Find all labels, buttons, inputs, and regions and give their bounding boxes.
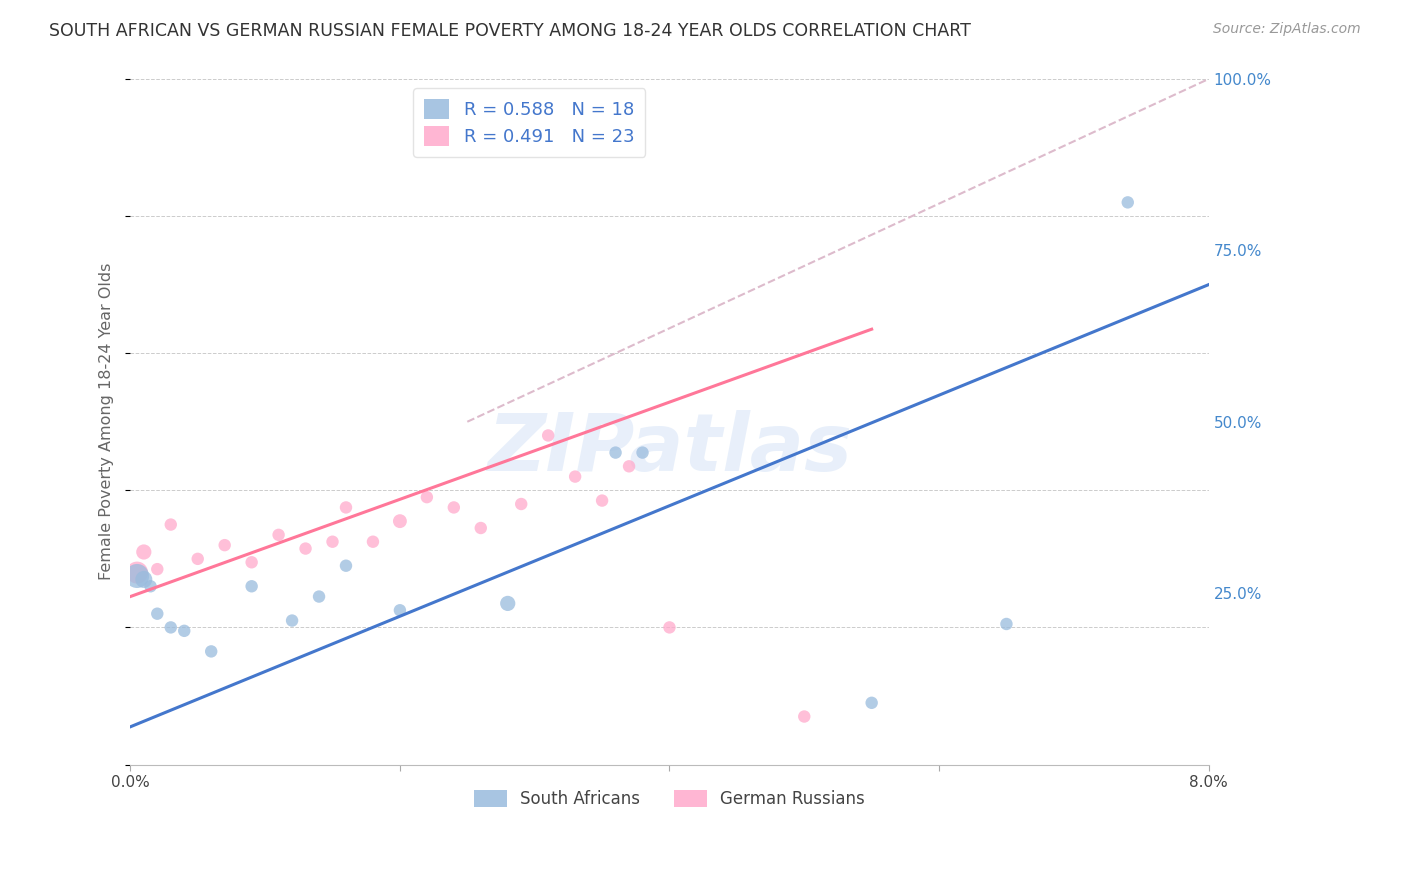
Point	[388, 514, 411, 528]
Point	[1116, 195, 1139, 210]
Y-axis label: Female Poverty Among 18-24 Year Olds: Female Poverty Among 18-24 Year Olds	[100, 263, 114, 581]
Point	[159, 620, 181, 634]
Point	[159, 517, 181, 532]
Point	[443, 500, 465, 515]
Point	[173, 624, 195, 638]
Point	[321, 534, 343, 549]
Point	[860, 696, 883, 710]
Point	[240, 555, 263, 569]
Point	[793, 709, 815, 723]
Point	[214, 538, 236, 552]
Point	[388, 603, 411, 617]
Point	[335, 558, 357, 573]
Point	[361, 534, 384, 549]
Point	[187, 552, 209, 566]
Point	[496, 596, 519, 610]
Text: Source: ZipAtlas.com: Source: ZipAtlas.com	[1213, 22, 1361, 37]
Point	[335, 500, 357, 515]
Point	[605, 445, 627, 459]
Point	[125, 569, 148, 583]
Point	[564, 469, 586, 483]
Point	[617, 459, 640, 474]
Point	[591, 493, 613, 508]
Point	[995, 617, 1018, 632]
Point	[132, 573, 155, 587]
Point	[200, 644, 222, 658]
Text: SOUTH AFRICAN VS GERMAN RUSSIAN FEMALE POVERTY AMONG 18-24 YEAR OLDS CORRELATION: SOUTH AFRICAN VS GERMAN RUSSIAN FEMALE P…	[49, 22, 972, 40]
Point	[470, 521, 492, 535]
Point	[139, 579, 162, 593]
Point	[146, 607, 169, 621]
Point	[631, 445, 654, 459]
Point	[416, 490, 439, 504]
Point	[267, 528, 290, 542]
Point	[240, 579, 263, 593]
Point	[537, 428, 560, 442]
Legend: South Africans, German Russians: South Africans, German Russians	[467, 783, 872, 814]
Point	[658, 620, 681, 634]
Point	[281, 614, 304, 628]
Point	[510, 497, 533, 511]
Point	[132, 545, 155, 559]
Text: ZIPatlas: ZIPatlas	[486, 410, 852, 488]
Point	[146, 562, 169, 576]
Point	[125, 566, 148, 580]
Point	[308, 590, 330, 604]
Point	[294, 541, 316, 556]
